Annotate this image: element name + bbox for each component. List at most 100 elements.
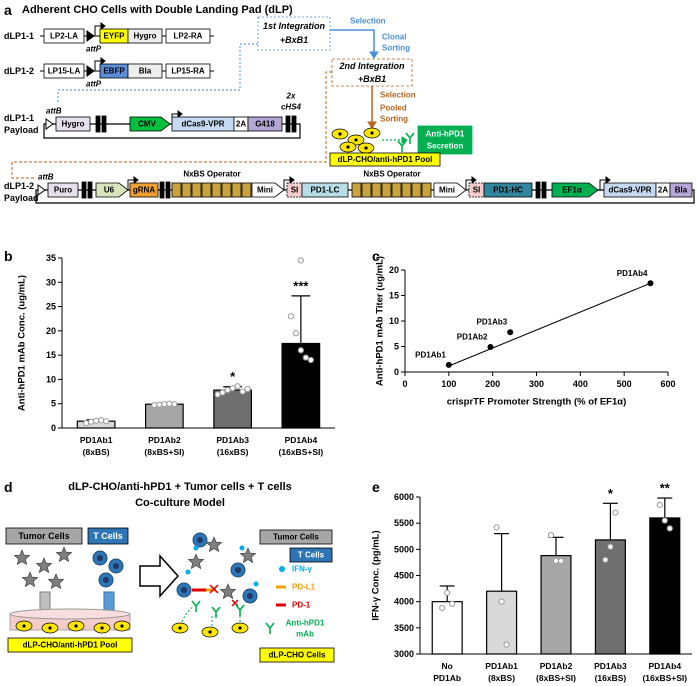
panel-label: b: [4, 248, 13, 264]
label: attB: [46, 107, 62, 116]
data-point: [297, 347, 304, 354]
label: Anti-hPD1: [426, 130, 465, 139]
promoter-arrow: [465, 179, 472, 190]
flow-arrow: [330, 29, 375, 52]
insulator: [165, 181, 171, 199]
x-tick-label: 0: [402, 379, 407, 389]
label: attB: [38, 173, 54, 182]
arrowhead: [177, 110, 183, 118]
box-label: 2A: [236, 120, 246, 129]
x-tick-label: (8xBS): [83, 447, 110, 457]
box-label: LP2-LA: [50, 32, 78, 41]
box: [301, 182, 349, 198]
promoter: [95, 182, 129, 198]
box-label: EYFP: [104, 32, 126, 41]
dish-rim: [9, 608, 131, 620]
data-point: [292, 330, 299, 337]
point-label: PD1Ab1: [415, 350, 446, 359]
box: [47, 182, 79, 198]
label: dLP1-1: [4, 31, 34, 41]
arrowhead: [133, 176, 139, 184]
data-point: [166, 400, 173, 407]
label: Pooled: [380, 104, 407, 113]
y-tick-label: 5: [394, 342, 399, 352]
y-tick-label: 10: [46, 374, 56, 384]
box-label: Bla: [675, 186, 688, 195]
box-label: Hygro: [61, 120, 84, 129]
data-point: [449, 600, 456, 607]
promoter-arrow: [94, 60, 101, 71]
att-site: [37, 184, 46, 196]
ifng: [239, 545, 245, 551]
y-tick-label: 3500: [394, 623, 414, 633]
box: [289, 547, 333, 563]
box: [165, 63, 211, 79]
box: [329, 152, 441, 167]
x-tick-label: PD1Ab1: [485, 661, 518, 671]
insulator: [159, 181, 165, 199]
operator-site: [241, 182, 252, 198]
box: [247, 116, 283, 132]
box: [259, 529, 333, 545]
box: [55, 116, 91, 132]
cho-nucleus: [22, 624, 26, 628]
label: 2x: [286, 92, 296, 101]
bar: [431, 601, 463, 655]
bar: [540, 555, 572, 655]
label: Anti-hPD1: [286, 619, 325, 628]
box: [127, 28, 163, 44]
data-point: [602, 556, 609, 563]
y-tick-label: 3000: [394, 649, 414, 659]
promoter-arrow: [599, 179, 606, 190]
data-point: [151, 402, 158, 409]
point-label: PD1Ab4: [617, 269, 648, 278]
label: PD-L1: [292, 583, 316, 592]
box: [7, 637, 133, 653]
operator-site: [231, 182, 242, 198]
antibody: [405, 132, 415, 144]
bar: [594, 539, 626, 655]
label: Payload: [4, 193, 39, 203]
y-tick-label: 10: [389, 316, 399, 326]
antibody: [265, 622, 275, 634]
x-tick-label: 400: [573, 379, 588, 389]
data-point: [171, 401, 178, 408]
point-label: PD1Ab2: [457, 333, 488, 342]
insulator: [101, 115, 107, 133]
box-label: gRNA: [133, 186, 155, 195]
data-point: [557, 557, 565, 564]
tumor-cell: [47, 573, 65, 590]
cho-nucleus: [354, 138, 358, 142]
tumor-cell: [13, 549, 31, 566]
data-point: [647, 280, 654, 287]
tumor-cell: [187, 553, 205, 570]
box-label: U6: [104, 186, 115, 195]
x-tick-label: (16xBS): [217, 447, 249, 457]
box-label: PD1-LC: [311, 186, 340, 195]
block-mark: [209, 584, 219, 594]
data-point: [607, 543, 614, 550]
tumor-cell: [205, 536, 223, 553]
y-tick-label: 15: [389, 291, 399, 301]
box-label: dCas9-VPR: [608, 186, 651, 195]
box-label: Bla: [139, 67, 152, 76]
cho-nucleus: [238, 626, 242, 630]
operator-site: [221, 182, 232, 198]
insulator: [81, 181, 87, 199]
data-point: [229, 385, 236, 392]
box-label: PD1-HC: [493, 186, 523, 195]
antibody: [191, 600, 201, 612]
arrowhead: [605, 176, 611, 184]
cho-nucleus: [208, 630, 212, 634]
label: NxBS Operator: [363, 170, 420, 179]
y-tick-label: 25: [46, 302, 56, 312]
box: [5, 527, 83, 545]
box-label: SI: [473, 186, 481, 195]
tumor-cell: [239, 547, 257, 564]
operator-site: [371, 182, 382, 198]
connector: [57, 43, 258, 104]
panel-label: c: [372, 248, 380, 264]
data-point: [88, 418, 95, 425]
y-tick-label: 20: [46, 326, 56, 336]
